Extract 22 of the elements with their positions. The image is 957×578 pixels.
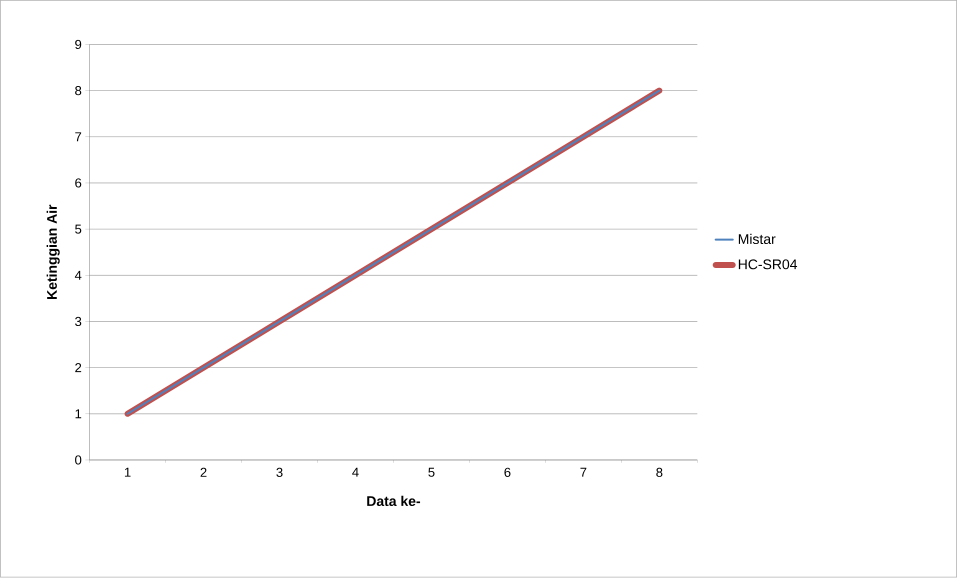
y-tick-label: 3 (75, 317, 82, 326)
y-tick-label: 4 (74, 271, 82, 280)
x-tick-label: 3 (276, 468, 283, 478)
x-tick-label: 8 (656, 468, 662, 478)
y-tick-label: 8 (75, 86, 82, 96)
y-tick-label: 9 (75, 40, 82, 50)
y-tick-label: 5 (75, 224, 82, 234)
x-tick-label: 6 (504, 468, 510, 478)
legend-label: Mistar (738, 234, 776, 244)
x-tick-label: 5 (428, 468, 435, 478)
y-tick-label: 7 (75, 132, 82, 142)
x-tick-label: 2 (200, 468, 206, 478)
y-tick-label: 1 (76, 410, 82, 418)
x-tick-label: 7 (580, 468, 586, 477)
y-tick-label: 6 (75, 178, 82, 188)
y-tick-label: 2 (75, 363, 82, 372)
y-axis-title: Ketinggian Air (46, 204, 60, 300)
legend-label: HC-SR04 (738, 260, 798, 270)
y-tick-label: 0 (75, 456, 82, 465)
x-tick-label: 4 (352, 468, 359, 477)
x-axis-title: Data ke- (367, 496, 420, 506)
x-tick-label: 1 (124, 468, 131, 477)
